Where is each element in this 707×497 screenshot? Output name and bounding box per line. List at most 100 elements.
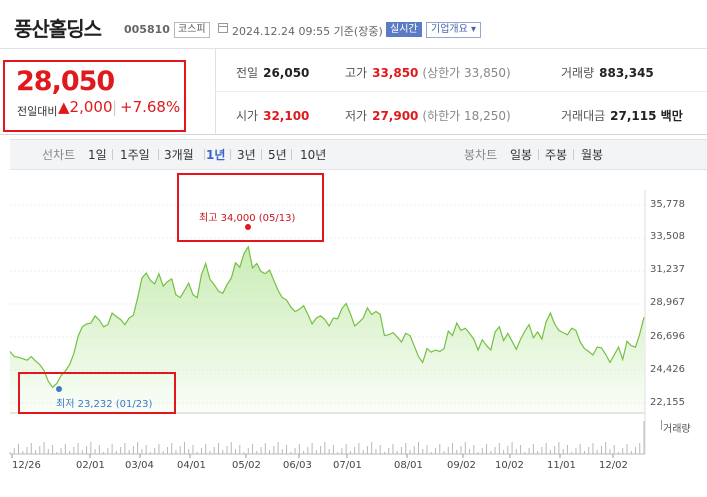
volume-bar [605,442,607,454]
volume-bar [324,442,326,454]
chart-tab-bar: 선차트 1일 1주일 3개월 1년 3년 5년 10년 봉차트 일봉 주봉 월봉 [10,139,707,170]
volume-bar [60,448,62,454]
stat-value: 32,100 [263,109,310,123]
volume-bar [205,444,207,454]
volume-bar [111,444,113,454]
volume-bar [554,446,556,454]
volume-bar [409,450,411,454]
volume-bar [639,443,641,454]
x-tick-label: 02/01 [76,460,105,471]
volume-bar [583,451,585,454]
volume-bar [379,445,381,454]
volume-bar [171,443,173,454]
volume-bar [524,452,526,454]
volume-bar [158,444,160,454]
x-tick-label: 08/01 [394,460,423,471]
volume-bar [269,450,271,454]
volume-bar [175,450,177,454]
quote-summary: 28,050 전일대비 ▲2,000 | +7.68% 전일 26,050 고가 3… [0,48,707,135]
tab-candle-daily[interactable]: 일봉 [510,148,533,162]
tab-period-5y[interactable]: 5년 [268,148,287,162]
volume-bar [132,446,134,454]
stat-open: 시가 32,100 [236,107,309,124]
volume-bar [120,447,122,454]
volume-bar [290,452,292,454]
volume-bar [298,444,300,454]
volume-bar [209,451,211,454]
volume-bar [141,449,143,454]
tab-period-1d[interactable]: 1일 [88,148,107,162]
volume-bar [452,443,454,454]
volume-bar [47,449,49,454]
volume-bar [388,448,390,454]
volume-bar [286,445,288,454]
volume-bar [460,446,462,454]
x-tick-label: 07/01 [333,460,362,471]
volume-bar [571,452,573,454]
volume-bar [73,447,75,454]
realtime-button[interactable]: 실시간 [386,22,422,37]
volume-bar [396,451,398,454]
volume-bar [86,446,88,454]
volume-bar [477,452,479,454]
volume-bar [332,445,334,454]
volume-bar [579,444,581,454]
volume-bar [52,445,54,454]
tab-candle-weekly[interactable]: 주봉 [545,148,568,162]
volume-bar [562,449,564,454]
stat-value: 27,900 [372,109,419,123]
volume-bar [435,448,437,454]
x-tick-label: 12/26 [12,460,41,471]
volume-bar [532,444,534,454]
volume-bar [349,451,351,454]
volume-bar [337,452,339,454]
tab-candle-chart[interactable]: 봉차트 [464,148,498,162]
price-change-percent: +7.68% [120,98,181,116]
volume-bar [617,452,619,454]
volume-bar [541,447,543,454]
volume-bar [149,452,151,454]
tab-period-1y[interactable]: 1년 [206,148,226,162]
tab-separator [204,149,205,160]
tab-period-10y[interactable]: 10년 [300,148,327,162]
tab-period-3m[interactable]: 3개월 [164,148,194,162]
volume-bar [392,444,394,454]
x-tick-label: 09/02 [447,460,476,471]
volume-bar [520,445,522,454]
stat-trading-amount: 거래대금 27,115 백만 [561,107,683,124]
tab-candle-monthly[interactable]: 월봉 [581,148,604,162]
volume-bar [281,449,283,454]
volume-bar [375,449,377,454]
stat-label: 거래량 [561,66,595,80]
volume-bar [439,444,441,454]
company-info-dropdown[interactable]: 기업개요 ▾ [426,22,481,38]
volume-bar [98,445,100,454]
volume-label-marker [661,420,662,430]
tab-separator [230,149,231,160]
volume-bar [630,451,632,454]
volume-bar [56,452,58,454]
tab-period-3y[interactable]: 3년 [237,148,256,162]
volume-bar [90,442,92,454]
change-separator: | [112,98,118,116]
tab-separator [573,149,574,160]
volume-bar [328,449,330,454]
stat-high: 고가 33,850 (상한가 33,850) [345,64,511,81]
y-tick-label: 35,778 [650,199,685,210]
volume-bar [235,449,237,454]
volume-bar [13,448,15,454]
volume-bar [94,449,96,454]
stat-label: 고가 [345,66,368,80]
volume-bar [294,448,296,454]
highlight-box-low [18,372,176,414]
tab-line-chart[interactable]: 선차트 [42,148,76,162]
x-tick-label: 05/02 [232,460,261,471]
stat-sub: (하한가 18,250) [422,109,511,123]
volume-bar [230,442,232,454]
tab-period-1w[interactable]: 1주일 [120,148,150,162]
stat-label: 시가 [236,109,259,123]
tab-separator [538,149,539,160]
volume-bar [422,449,424,454]
stat-low: 저가 27,900 (하한가 18,250) [345,107,511,124]
y-tick-label: 26,696 [650,331,685,342]
